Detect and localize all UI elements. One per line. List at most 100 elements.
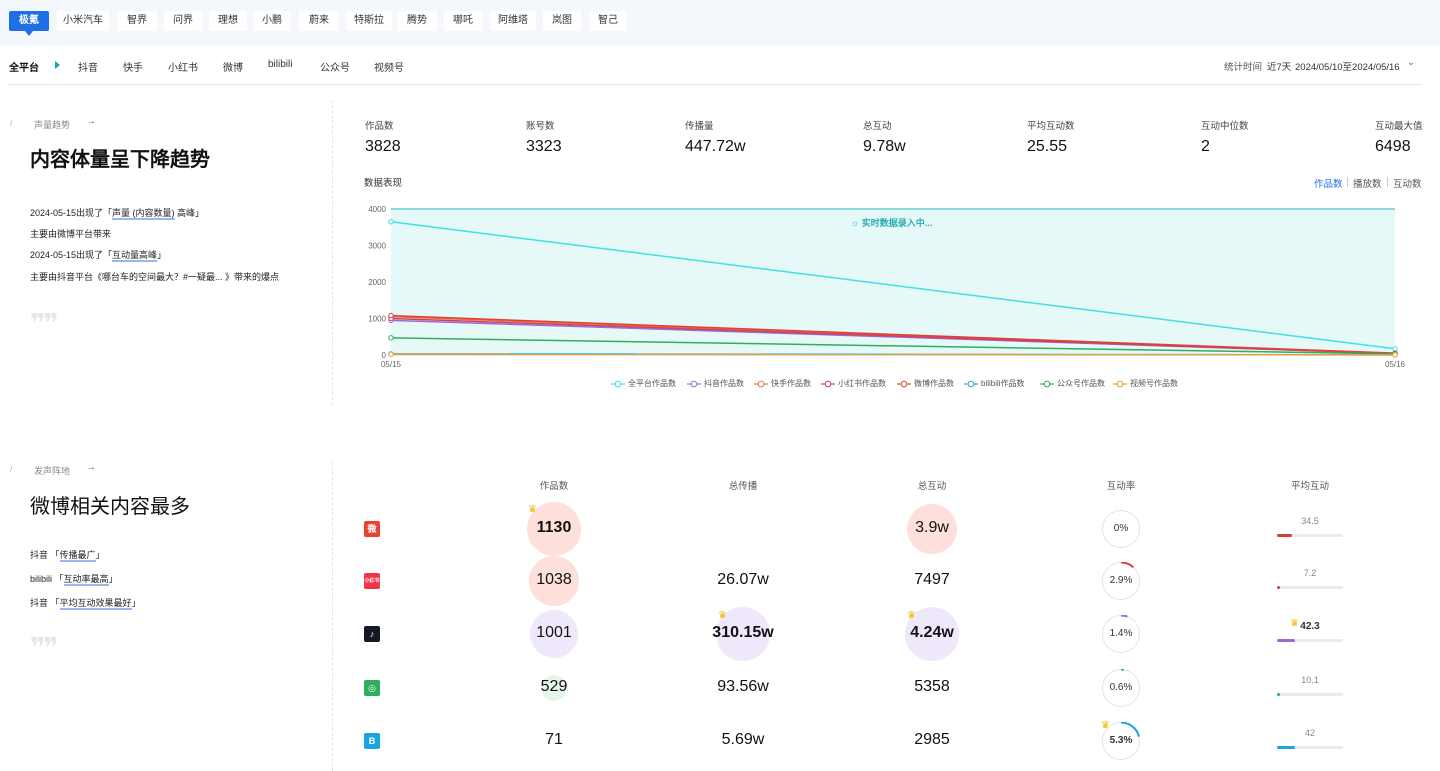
brand-tab[interactable]: 智界 xyxy=(117,11,157,31)
legend-label: 视频号作品数 xyxy=(1130,379,1178,388)
divider xyxy=(1347,177,1348,187)
series-point[interactable] xyxy=(1392,346,1398,352)
legend-item[interactable]: 快手作品数 xyxy=(754,378,811,389)
brand-tab[interactable]: 问界 xyxy=(164,11,202,31)
note-text: 」 xyxy=(95,550,105,560)
slash-icon: / xyxy=(10,464,13,474)
platform-tab[interactable]: 快手 xyxy=(123,63,143,74)
platform-tab[interactable]: 视频号 xyxy=(374,63,404,74)
avg-bar-fill xyxy=(1277,746,1295,749)
series-line[interactable] xyxy=(390,353,1396,356)
avg-bar xyxy=(1277,693,1343,696)
series-point[interactable] xyxy=(388,351,394,357)
legend-item[interactable]: bilibili作品数 xyxy=(964,378,1025,389)
metric-label: 作品数 xyxy=(365,121,394,132)
value-bubble xyxy=(527,502,581,556)
avg-bar xyxy=(1277,746,1343,749)
brand-tab[interactable]: 小米汽车 xyxy=(57,11,109,31)
platform-tab[interactable]: 公众号 xyxy=(320,63,350,74)
series-line[interactable] xyxy=(390,314,1396,354)
weibo-icon[interactable]: 微 xyxy=(364,521,380,537)
series-line[interactable] xyxy=(390,337,1396,355)
toggle-interactions[interactable]: 互动数 xyxy=(1393,179,1422,190)
series-line[interactable] xyxy=(390,317,1396,355)
insight-note: 2024-05-15出现了「声量 (内容数量) 高峰」 xyxy=(30,206,204,220)
live-text: 实时数据录入中... xyxy=(861,218,933,228)
stat-time-label: 统计时间 xyxy=(1224,62,1263,73)
section-title: 内容体量呈下降趋势 xyxy=(30,149,210,171)
toggle-works[interactable]: 作品数 xyxy=(1314,179,1343,190)
toggle-plays[interactable]: 播放数 xyxy=(1353,179,1382,190)
avg-value: 34.5 xyxy=(1301,516,1319,526)
legend-item[interactable]: 抖音作品数 xyxy=(687,378,744,389)
value-bubble xyxy=(905,607,959,661)
douyin-icon[interactable]: ♪ xyxy=(364,626,380,642)
avg-bar xyxy=(1277,534,1343,537)
series-point[interactable] xyxy=(388,335,394,341)
divider xyxy=(332,462,334,771)
platform-tab[interactable]: 全平台 xyxy=(9,63,39,74)
interaction-value: 3.9w xyxy=(915,519,949,536)
legend-item[interactable]: 小红书作品数 xyxy=(821,378,886,389)
brand-tab[interactable]: 哪吒 xyxy=(444,11,482,31)
y-tick-label: 0 xyxy=(382,351,387,360)
column-header: 总传播 xyxy=(728,481,758,492)
platform-tab[interactable]: 抖音 xyxy=(78,63,98,74)
y-tick-label: 4000 xyxy=(368,205,386,214)
legend-item[interactable]: 全平台作品数 xyxy=(611,378,676,389)
spread-value: 93.56w xyxy=(717,678,769,695)
rate-value: 2.9% xyxy=(1109,575,1133,586)
section-label: 声量趋势 xyxy=(34,120,71,130)
metric-value: 3323 xyxy=(526,138,562,155)
insight-note: bilibili 「互动率最高」 xyxy=(30,572,118,586)
note-highlight: 声量 (内容数量) xyxy=(112,208,175,220)
interaction-value: 4.24w xyxy=(910,624,954,641)
series-point[interactable] xyxy=(388,312,394,319)
platform-tab[interactable]: bilibili xyxy=(268,59,293,70)
line-chart: 4000 3000 2000 1000 005/15 05/16 xyxy=(368,205,1405,369)
series-point[interactable] xyxy=(388,219,394,225)
brand-tab[interactable]: 岚图 xyxy=(543,11,581,31)
avg-bar xyxy=(1277,639,1343,642)
note-text: 」 xyxy=(131,598,141,608)
brand-tab[interactable]: 小鹏 xyxy=(253,11,291,31)
rate-arc xyxy=(1120,615,1128,618)
brand-tab[interactable]: 特斯拉 xyxy=(346,11,392,31)
arrow-right-icon[interactable]: → xyxy=(86,462,96,473)
avg-bar-fill xyxy=(1277,639,1295,642)
arrow-right-icon[interactable]: → xyxy=(86,116,96,127)
legend-swatch xyxy=(1113,380,1127,388)
brand-tab[interactable]: 腾势 xyxy=(397,11,437,31)
series-line[interactable] xyxy=(390,221,1396,350)
brand-tab[interactable]: 极氪 xyxy=(9,11,49,36)
wechat-channel-icon[interactable]: ◎ xyxy=(364,680,380,696)
platform-tab[interactable]: 小红书 xyxy=(168,63,198,74)
platform-tab[interactable]: 微博 xyxy=(223,63,243,74)
brand-tab[interactable]: 蔚来 xyxy=(299,11,339,31)
stat-time-dates[interactable]: 2024/05/10至2024/05/16 xyxy=(1295,62,1400,73)
brand-tab[interactable]: 理想 xyxy=(209,11,247,31)
bilibili-icon[interactable]: B xyxy=(364,733,380,749)
legend-label: 全平台作品数 xyxy=(628,379,676,388)
series-point[interactable] xyxy=(1392,352,1398,358)
chevron-down-icon[interactable]: ⌄ xyxy=(1407,57,1415,68)
metric-label: 总互动 xyxy=(863,121,892,132)
legend-item[interactable]: 微博作品数 xyxy=(897,378,954,389)
refresh-icon: ☼ xyxy=(851,218,862,228)
value-bubble xyxy=(529,556,579,606)
legend-item[interactable]: 视频号作品数 xyxy=(1113,378,1178,389)
stat-time-range[interactable]: 近7天 xyxy=(1267,62,1292,73)
crown-icon: ♛ xyxy=(907,610,916,621)
legend-item[interactable]: 公众号作品数 xyxy=(1040,378,1105,389)
note-text: 主要由抖音平台《哪台车的空间最大？#一疑最... 》带来的爆点 xyxy=(30,272,280,282)
divider xyxy=(8,84,1422,85)
brand-tab[interactable]: 智己 xyxy=(589,11,627,31)
rate-value: 1.4% xyxy=(1109,628,1133,639)
brand-tab[interactable]: 阿维塔 xyxy=(490,11,536,31)
avg-bar xyxy=(1277,586,1343,589)
note-text: 2024-05-15出现了「 xyxy=(30,208,113,218)
legend-swatch xyxy=(897,380,911,388)
xiaohongshu-icon[interactable]: 小红书 xyxy=(364,573,380,589)
quote-icon: ❞❞ xyxy=(30,632,58,662)
note-text: 」 xyxy=(108,574,118,584)
